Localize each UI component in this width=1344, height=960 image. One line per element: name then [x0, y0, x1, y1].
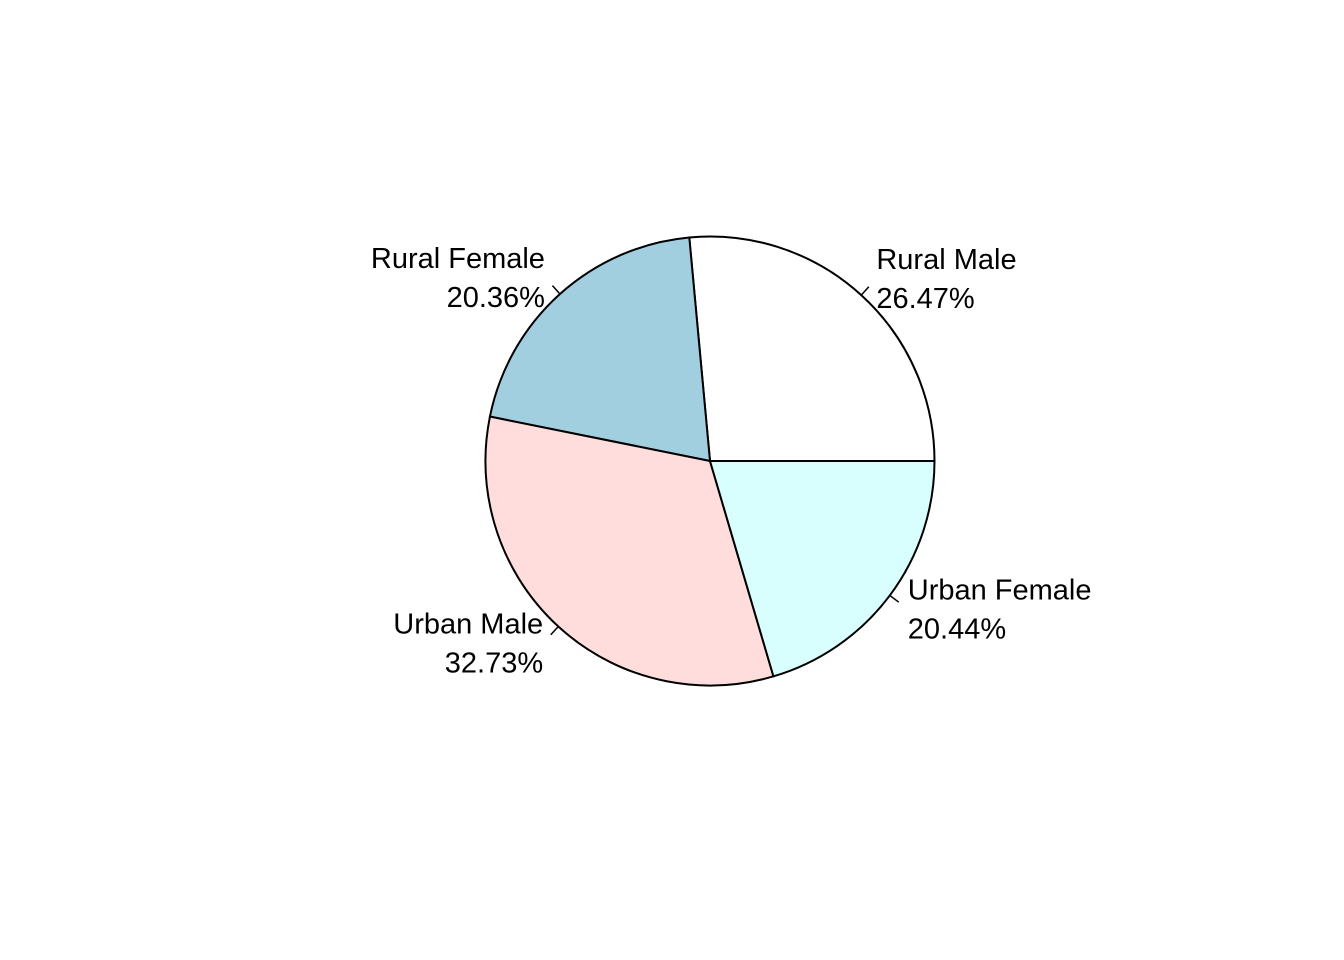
slice-label-name-rural-female: Rural Female	[371, 243, 545, 275]
pie-slice-urban-female	[708, 460, 936, 678]
slice-label-name-rural-male: Rural Male	[876, 244, 1016, 276]
slice-label-name-urban-female: Urban Female	[908, 574, 1092, 606]
label-tick-rural-female	[551, 285, 561, 295]
label-ticks-layer	[550, 285, 900, 636]
slices-layer	[484, 235, 936, 687]
slice-label-percent-urban-male: 32.73%	[445, 648, 543, 680]
label-tick-urban-female	[889, 594, 900, 603]
pie-slice-rural-male	[688, 235, 936, 462]
pie-slice-urban-male	[484, 415, 775, 687]
slice-label-name-urban-male: Urban Male	[393, 609, 543, 641]
labels-layer: Rural Male 26.47% Rural Female 20.36% Urban …	[371, 243, 1092, 680]
slice-label-percent-rural-female: 20.36%	[447, 282, 545, 314]
slice-label-percent-rural-male: 26.47%	[876, 283, 974, 315]
slice-label-percent-urban-female: 20.44%	[908, 613, 1006, 645]
label-tick-urban-male	[550, 626, 559, 636]
label-tick-rural-male	[860, 286, 870, 296]
